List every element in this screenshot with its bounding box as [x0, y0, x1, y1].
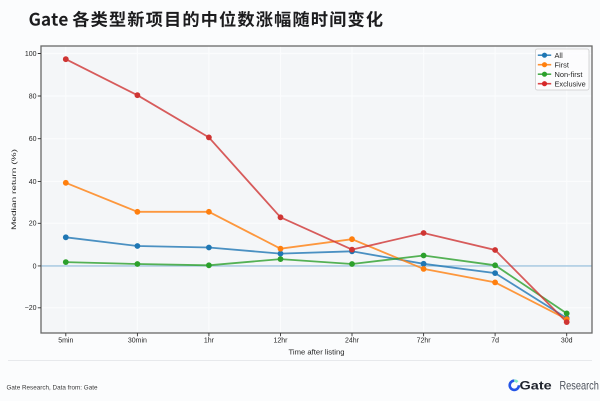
svg-text:−20: −20 [25, 305, 37, 312]
svg-text:0: 0 [33, 263, 37, 270]
svg-text:40: 40 [29, 179, 37, 186]
svg-text:24hr: 24hr [345, 338, 360, 345]
svg-text:7d: 7d [491, 338, 499, 345]
svg-text:Gate Research, Data from: Gate: Gate Research, Data from: Gate [7, 385, 98, 392]
svg-text:First: First [555, 60, 569, 69]
svg-text:Non-first: Non-first [555, 70, 583, 79]
svg-text:12hr: 12hr [273, 338, 288, 345]
svg-text:Median return (%): Median return (%) [11, 149, 18, 230]
svg-text:100: 100 [25, 51, 37, 58]
svg-text:80: 80 [29, 93, 37, 100]
svg-text:72hr: 72hr [417, 338, 432, 345]
svg-text:Gate: Gate [520, 379, 553, 393]
svg-text:5min: 5min [58, 338, 73, 345]
svg-text:30d: 30d [561, 338, 573, 345]
svg-text:Exclusive: Exclusive [555, 79, 586, 88]
svg-text:Research: Research [560, 379, 599, 393]
svg-text:60: 60 [29, 136, 37, 143]
svg-text:Time after listing: Time after listing [289, 348, 345, 357]
svg-text:30min: 30min [128, 338, 147, 345]
svg-text:1hr: 1hr [204, 338, 215, 345]
svg-text:All: All [555, 51, 564, 60]
svg-text:20: 20 [29, 221, 37, 228]
